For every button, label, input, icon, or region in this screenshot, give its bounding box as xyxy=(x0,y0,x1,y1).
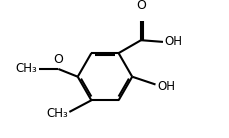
Text: CH₃: CH₃ xyxy=(15,63,37,75)
Text: OH: OH xyxy=(164,35,182,48)
Text: O: O xyxy=(53,53,63,66)
Text: O: O xyxy=(136,0,145,12)
Text: OH: OH xyxy=(156,80,174,93)
Text: CH₃: CH₃ xyxy=(46,107,67,120)
